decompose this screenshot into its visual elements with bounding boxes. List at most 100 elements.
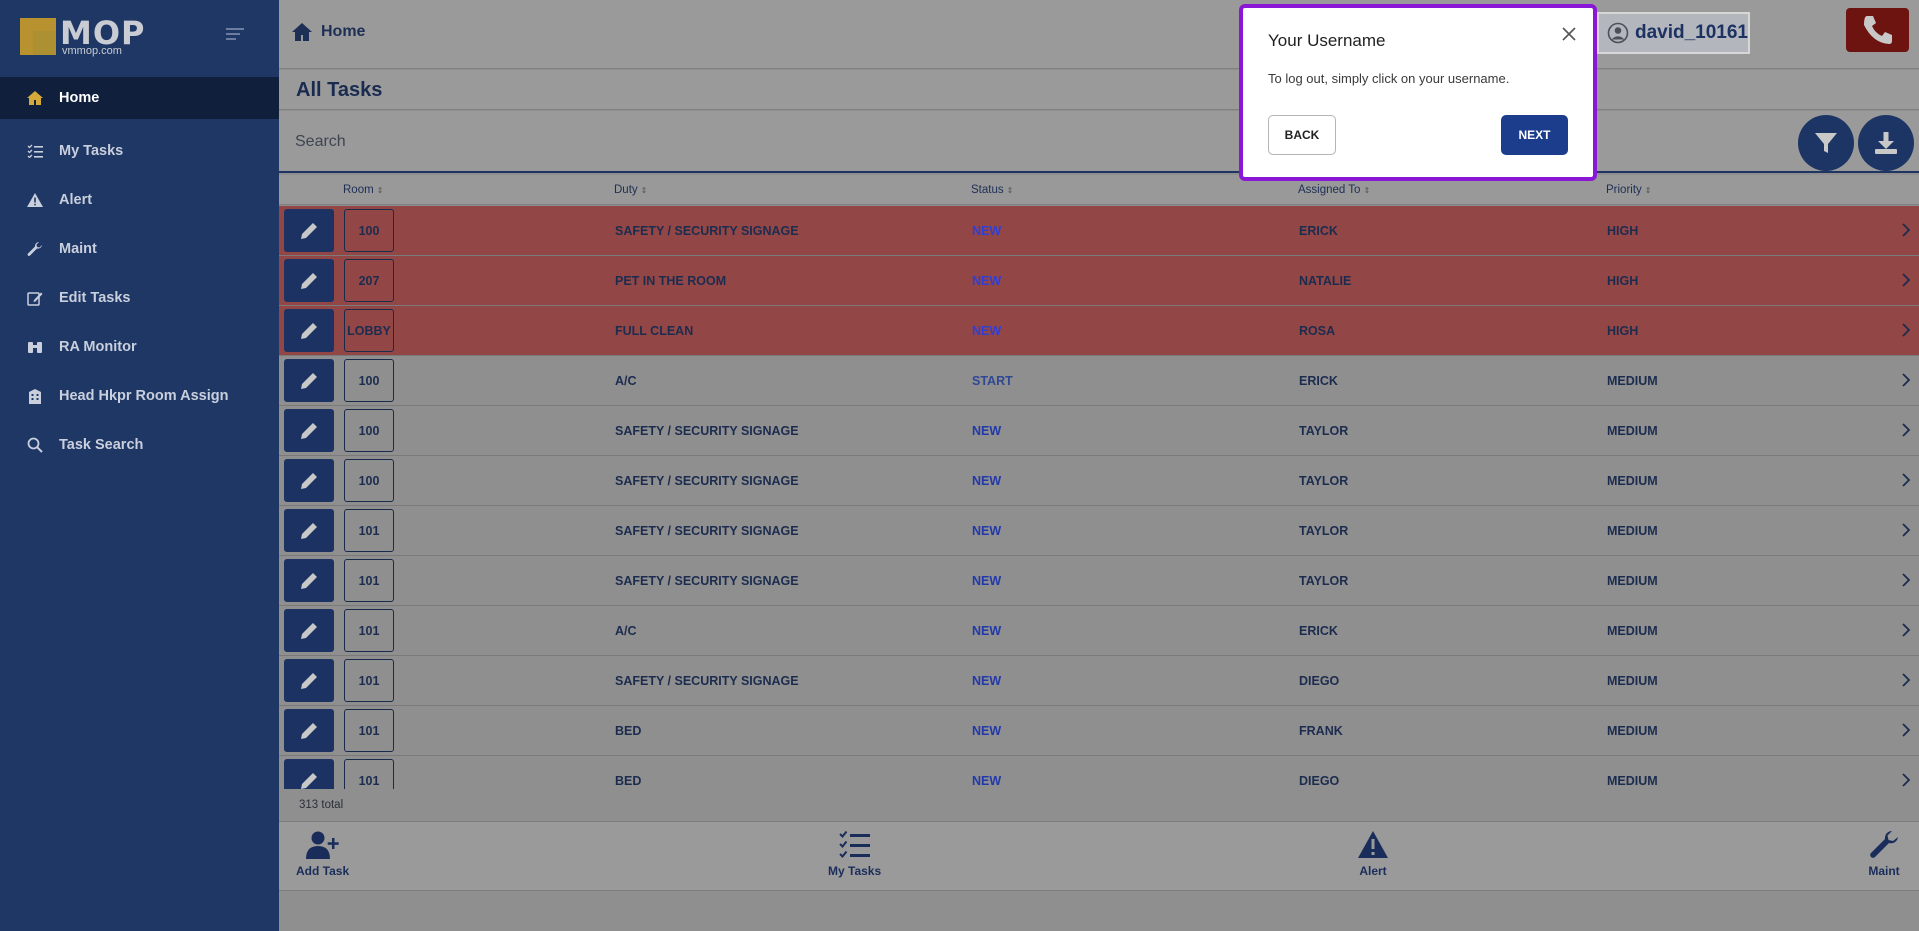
column-header-duty[interactable]: Duty ⇕ (614, 184, 647, 196)
column-header-label: Priority (1606, 184, 1642, 196)
search-input[interactable]: Search (295, 133, 346, 150)
table-row[interactable]: 100 A/C START ERICK MEDIUM (279, 356, 1919, 406)
edit-button[interactable] (284, 259, 334, 302)
close-icon[interactable] (1560, 25, 1578, 43)
duty-cell: SAFETY / SECURITY SIGNAGE (615, 224, 799, 238)
edit-button[interactable] (284, 609, 334, 652)
chevron-right-icon[interactable] (1901, 323, 1911, 337)
assigned-cell: DIEGO (1299, 674, 1340, 688)
column-header-label: Duty (614, 184, 638, 196)
sidebar-item-my-tasks[interactable]: My Tasks (0, 126, 279, 175)
status-cell: NEW (972, 724, 1002, 738)
edit-button[interactable] (284, 359, 334, 402)
pencil-icon (301, 472, 317, 489)
sidebar-item-ra-monitor[interactable]: RA Monitor (0, 322, 279, 371)
duty-cell: PET IN THE ROOM (615, 274, 727, 288)
building-icon (26, 387, 44, 405)
column-header-status[interactable]: Status ⇕ (971, 184, 1013, 196)
username-button[interactable]: david_10161 (1597, 12, 1750, 54)
sidebar-item-home[interactable]: Home (0, 77, 279, 119)
back-button[interactable]: BACK (1268, 115, 1336, 155)
priority-cell: MEDIUM (1607, 474, 1658, 488)
priority-cell: HIGH (1607, 224, 1639, 238)
assigned-cell: FRANK (1299, 724, 1343, 738)
sidebar-item-label: Home (59, 90, 100, 106)
chevron-right-icon[interactable] (1901, 373, 1911, 387)
chevron-right-icon[interactable] (1901, 673, 1911, 687)
my-tasks-button[interactable]: My Tasks (828, 830, 881, 878)
sort-icon: ⇕ (1363, 186, 1371, 195)
sidebar: MOP vmmop.com Home My Tasks Alert (0, 0, 279, 931)
duty-cell: FULL CLEAN (615, 324, 694, 338)
table-row[interactable]: 100 SAFETY / SECURITY SIGNAGE NEW ERICK HIGH (279, 206, 1919, 256)
table-row[interactable]: 101 BED NEW FRANK MEDIUM (279, 706, 1919, 756)
priority-cell: MEDIUM (1607, 574, 1658, 588)
column-header-label: Assigned To (1298, 184, 1361, 196)
table-row[interactable]: 207 PET IN THE ROOM NEW NATALIE HIGH (279, 256, 1919, 306)
table-row[interactable]: 100 SAFETY / SECURITY SIGNAGE NEW TAYLOR MED… (279, 456, 1919, 506)
chevron-right-icon[interactable] (1901, 473, 1911, 487)
logo[interactable]: MOP vmmop.com (20, 14, 145, 60)
warning-icon (1358, 831, 1388, 858)
menu-toggle-icon[interactable] (226, 28, 246, 42)
search-bar: Search (279, 111, 1919, 173)
alert-label: Alert (1359, 864, 1387, 878)
column-header-room[interactable]: Room ⇕ (343, 184, 383, 196)
sidebar-item-task-search[interactable]: Task Search (0, 420, 279, 469)
assigned-cell: ERICK (1299, 624, 1338, 638)
edit-button[interactable] (284, 309, 334, 352)
edit-button[interactable] (284, 559, 334, 602)
edit-button[interactable] (284, 209, 334, 252)
chevron-right-icon[interactable] (1901, 723, 1911, 737)
filter-button[interactable] (1798, 115, 1854, 171)
chevron-right-icon[interactable] (1901, 773, 1911, 787)
table-row[interactable]: 101 SAFETY / SECURITY SIGNAGE NEW TAYLOR MED… (279, 556, 1919, 606)
column-header-assigned-to[interactable]: Assigned To ⇕ (1298, 184, 1370, 196)
table-row[interactable]: 101 BED NEW DIEGO MEDIUM (279, 756, 1919, 789)
duty-cell: SAFETY / SECURITY SIGNAGE (615, 574, 799, 588)
table-row[interactable]: 101 A/C NEW ERICK MEDIUM (279, 606, 1919, 656)
home-icon (26, 89, 44, 107)
table-row[interactable]: LOBBY FULL CLEAN NEW ROSA HIGH (279, 306, 1919, 356)
column-header-priority[interactable]: Priority ⇕ (1606, 184, 1651, 196)
status-cell: NEW (972, 774, 1002, 788)
status-cell: NEW (972, 474, 1002, 488)
username-tour-popover: Your Username To log out, simply click o… (1239, 4, 1597, 181)
edit-button[interactable] (284, 759, 334, 789)
sidebar-item-maint[interactable]: Maint (0, 224, 279, 273)
edit-button[interactable] (284, 459, 334, 502)
bottom-nav: Add Task My Tasks Alert Maint (279, 821, 1919, 891)
edit-button[interactable] (284, 509, 334, 552)
priority-cell: MEDIUM (1607, 524, 1658, 538)
sidebar-item-edit-tasks[interactable]: Edit Tasks (0, 273, 279, 322)
add-task-button[interactable]: Add Task (296, 830, 349, 878)
edit-button[interactable] (284, 409, 334, 452)
assigned-cell: DIEGO (1299, 774, 1340, 788)
chevron-right-icon[interactable] (1901, 273, 1911, 287)
page-title: All Tasks (296, 79, 383, 101)
maint-button[interactable]: Maint (1868, 830, 1900, 878)
chevron-right-icon[interactable] (1901, 223, 1911, 237)
table-row[interactable]: 101 SAFETY / SECURITY SIGNAGE NEW TAYLOR MED… (279, 506, 1919, 556)
chevron-right-icon[interactable] (1901, 573, 1911, 587)
chevron-right-icon[interactable] (1901, 623, 1911, 637)
chevron-right-icon[interactable] (1901, 523, 1911, 537)
table-row[interactable]: 101 SAFETY / SECURITY SIGNAGE NEW DIEGO MEDI… (279, 656, 1919, 706)
download-button[interactable] (1858, 115, 1914, 171)
status-cell: NEW (972, 224, 1002, 238)
edit-button[interactable] (284, 709, 334, 752)
priority-cell: MEDIUM (1607, 374, 1658, 388)
alert-button[interactable]: Alert (1357, 830, 1389, 878)
phone-button[interactable] (1846, 8, 1909, 52)
room-number: 100 (344, 409, 394, 452)
wrench-icon (1870, 830, 1898, 858)
next-button[interactable]: NEXT (1501, 115, 1568, 155)
sidebar-item-alert[interactable]: Alert (0, 175, 279, 224)
duty-cell: A/C (615, 624, 637, 638)
table-row[interactable]: 100 SAFETY / SECURITY SIGNAGE NEW TAYLOR MED… (279, 406, 1919, 456)
assigned-cell: TAYLOR (1299, 524, 1349, 538)
sidebar-item-head-hkpr-room-assign[interactable]: Head Hkpr Room Assign (0, 371, 279, 420)
edit-button[interactable] (284, 659, 334, 702)
breadcrumb[interactable]: Home (291, 22, 365, 42)
chevron-right-icon[interactable] (1901, 423, 1911, 437)
